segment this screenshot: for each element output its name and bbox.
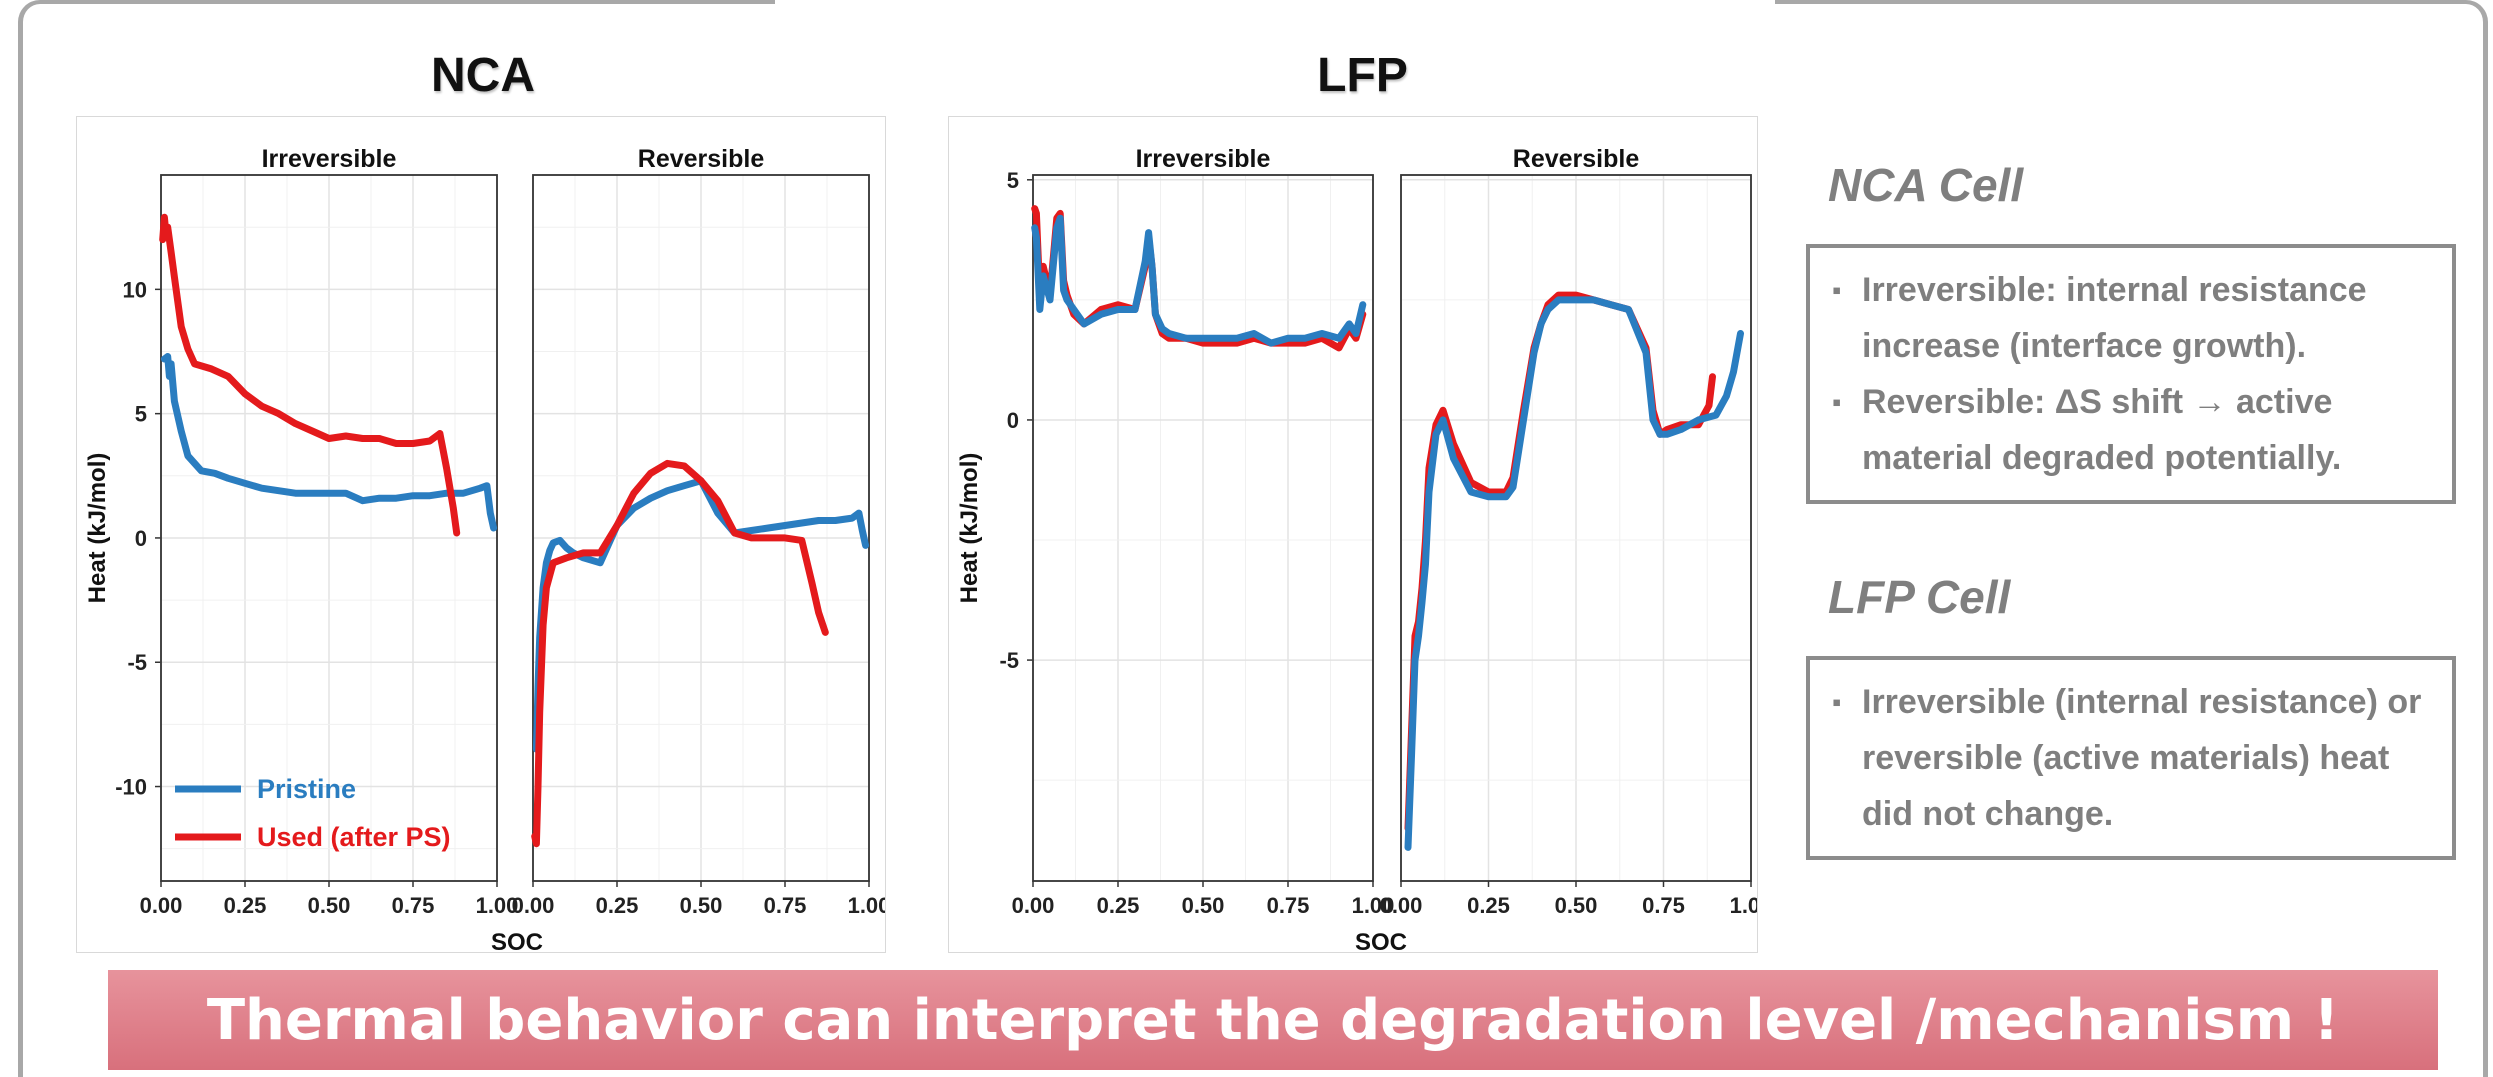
lfp-chart-svg: Heat (kJ/mol) SOC -5 0 5 Irreversible 0.00 0.25… bbox=[956, 145, 1773, 956]
lfp-note-item: ▪ Irreversible (internal resistance) or … bbox=[1832, 674, 2432, 842]
panel-reversible: Reversible 0.00 0.25 0.50 0.75 1.00 bbox=[1380, 145, 1773, 918]
y-tick-label: 0 bbox=[135, 526, 147, 551]
bullet-icon: ▪ bbox=[1832, 387, 1842, 417]
slide-title-clipped bbox=[775, 0, 1775, 12]
y-tick-label: -10 bbox=[115, 775, 147, 800]
legend-label: Pristine bbox=[257, 774, 356, 804]
panel-irreversible: Irreversible 0.00 0.25 0.50 0.75 1.00 bbox=[1012, 145, 1395, 918]
lfp-chart-title: LFP bbox=[1317, 49, 1408, 102]
y-tick-label: 10 bbox=[123, 277, 147, 302]
y-tick-label: 5 bbox=[135, 402, 147, 427]
x-tick-label: 1.00 bbox=[848, 893, 885, 918]
nca-cell-heading: NCA Cell bbox=[1828, 159, 2024, 211]
x-axis-label: SOC bbox=[1355, 929, 1407, 952]
series-line-pristine bbox=[1031, 214, 1367, 347]
y-axis-label: Heat (kJ/mol) bbox=[84, 453, 111, 604]
x-tick-label: 1.00 bbox=[1730, 893, 1757, 918]
series-line-used-after-ps- bbox=[531, 459, 829, 848]
x-tick-label: 0.25 bbox=[1097, 893, 1140, 918]
x-tick-label: 0.00 bbox=[1380, 893, 1423, 918]
panel-title: Reversible bbox=[638, 145, 765, 173]
x-tick-label: 1.00 bbox=[476, 893, 519, 918]
panel-title: Irreversible bbox=[1136, 145, 1271, 173]
bullet-icon: ▪ bbox=[1832, 687, 1842, 717]
y-tick-label: -5 bbox=[127, 650, 147, 675]
lfp-note-text: Irreversible (internal resistance) or re… bbox=[1862, 683, 2422, 833]
lfp-chart: Heat (kJ/mol) SOC -5 0 5 Irreversible 0.00 0.25… bbox=[948, 116, 1773, 956]
conclusion-banner: Thermal behavior can interpret the degra… bbox=[108, 970, 2438, 1070]
series-line-pristine bbox=[532, 477, 870, 753]
x-tick-label: 0.25 bbox=[224, 893, 267, 918]
y-tick-label: 0 bbox=[1007, 408, 1019, 433]
nca-note-text: Reversible: ΔS shift → active material d… bbox=[1862, 383, 2342, 477]
x-tick-label: 0.75 bbox=[392, 893, 435, 918]
nca-chart-svg: Heat (kJ/mol) SOC -10 -5 0 5 10 Irreversible 0.0… bbox=[84, 145, 891, 956]
y-tick-label: 5 bbox=[1007, 168, 1019, 193]
x-tick-label: 0.00 bbox=[1012, 893, 1055, 918]
lfp-notes-box: ▪ Irreversible (internal resistance) or … bbox=[1806, 656, 2456, 860]
x-tick-label: 0.50 bbox=[680, 893, 723, 918]
x-axis-label: SOC bbox=[491, 929, 543, 952]
x-tick-label: 0.00 bbox=[140, 893, 183, 918]
nca-note-text: Irreversible: internal resistance increa… bbox=[1862, 271, 2367, 365]
nca-notes-box: ▪ Irreversible: internal resistance incr… bbox=[1806, 244, 2456, 504]
nca-note-item: ▪ Irreversible: internal resistance incr… bbox=[1832, 262, 2432, 374]
panel-irreversible: Irreversible 0.00 0.25 0.50 0.75 1.00 bbox=[140, 145, 519, 918]
x-tick-label: 1.00 bbox=[1352, 893, 1395, 918]
series-line-used-after-ps- bbox=[1404, 291, 1716, 832]
panel-title: Irreversible bbox=[262, 145, 397, 173]
nca-chart-title: NCA bbox=[431, 49, 535, 102]
x-tick-label: 0.75 bbox=[1642, 893, 1685, 918]
series-line-pristine bbox=[160, 353, 498, 532]
y-tick-label: -5 bbox=[999, 648, 1019, 673]
x-tick-label: 0.75 bbox=[764, 893, 807, 918]
x-tick-label: 0.00 bbox=[512, 893, 555, 918]
series-line-pristine bbox=[1404, 296, 1744, 851]
lfp-cell-heading: LFP Cell bbox=[1828, 571, 2011, 623]
bullet-icon: ▪ bbox=[1832, 275, 1842, 305]
x-tick-label: 0.25 bbox=[596, 893, 639, 918]
x-tick-label: 0.75 bbox=[1267, 893, 1310, 918]
nca-chart: Heat (kJ/mol) SOC -10 -5 0 5 10 Irreversible 0.0… bbox=[76, 116, 891, 956]
x-tick-label: 0.25 bbox=[1467, 893, 1510, 918]
x-tick-label: 0.50 bbox=[1555, 893, 1598, 918]
nca-note-item: ▪ Reversible: ΔS shift → active material… bbox=[1832, 374, 2432, 486]
y-axis-label: Heat (kJ/mol) bbox=[956, 453, 983, 604]
panel-reversible: Reversible 0.00 0.25 0.50 0.75 1.00 bbox=[512, 145, 891, 918]
panel-title: Reversible bbox=[1513, 145, 1640, 173]
x-tick-label: 0.50 bbox=[308, 893, 351, 918]
series-line-used-after-ps- bbox=[159, 213, 461, 537]
legend-label: Used (after PS) bbox=[257, 822, 451, 852]
x-tick-label: 0.50 bbox=[1182, 893, 1225, 918]
